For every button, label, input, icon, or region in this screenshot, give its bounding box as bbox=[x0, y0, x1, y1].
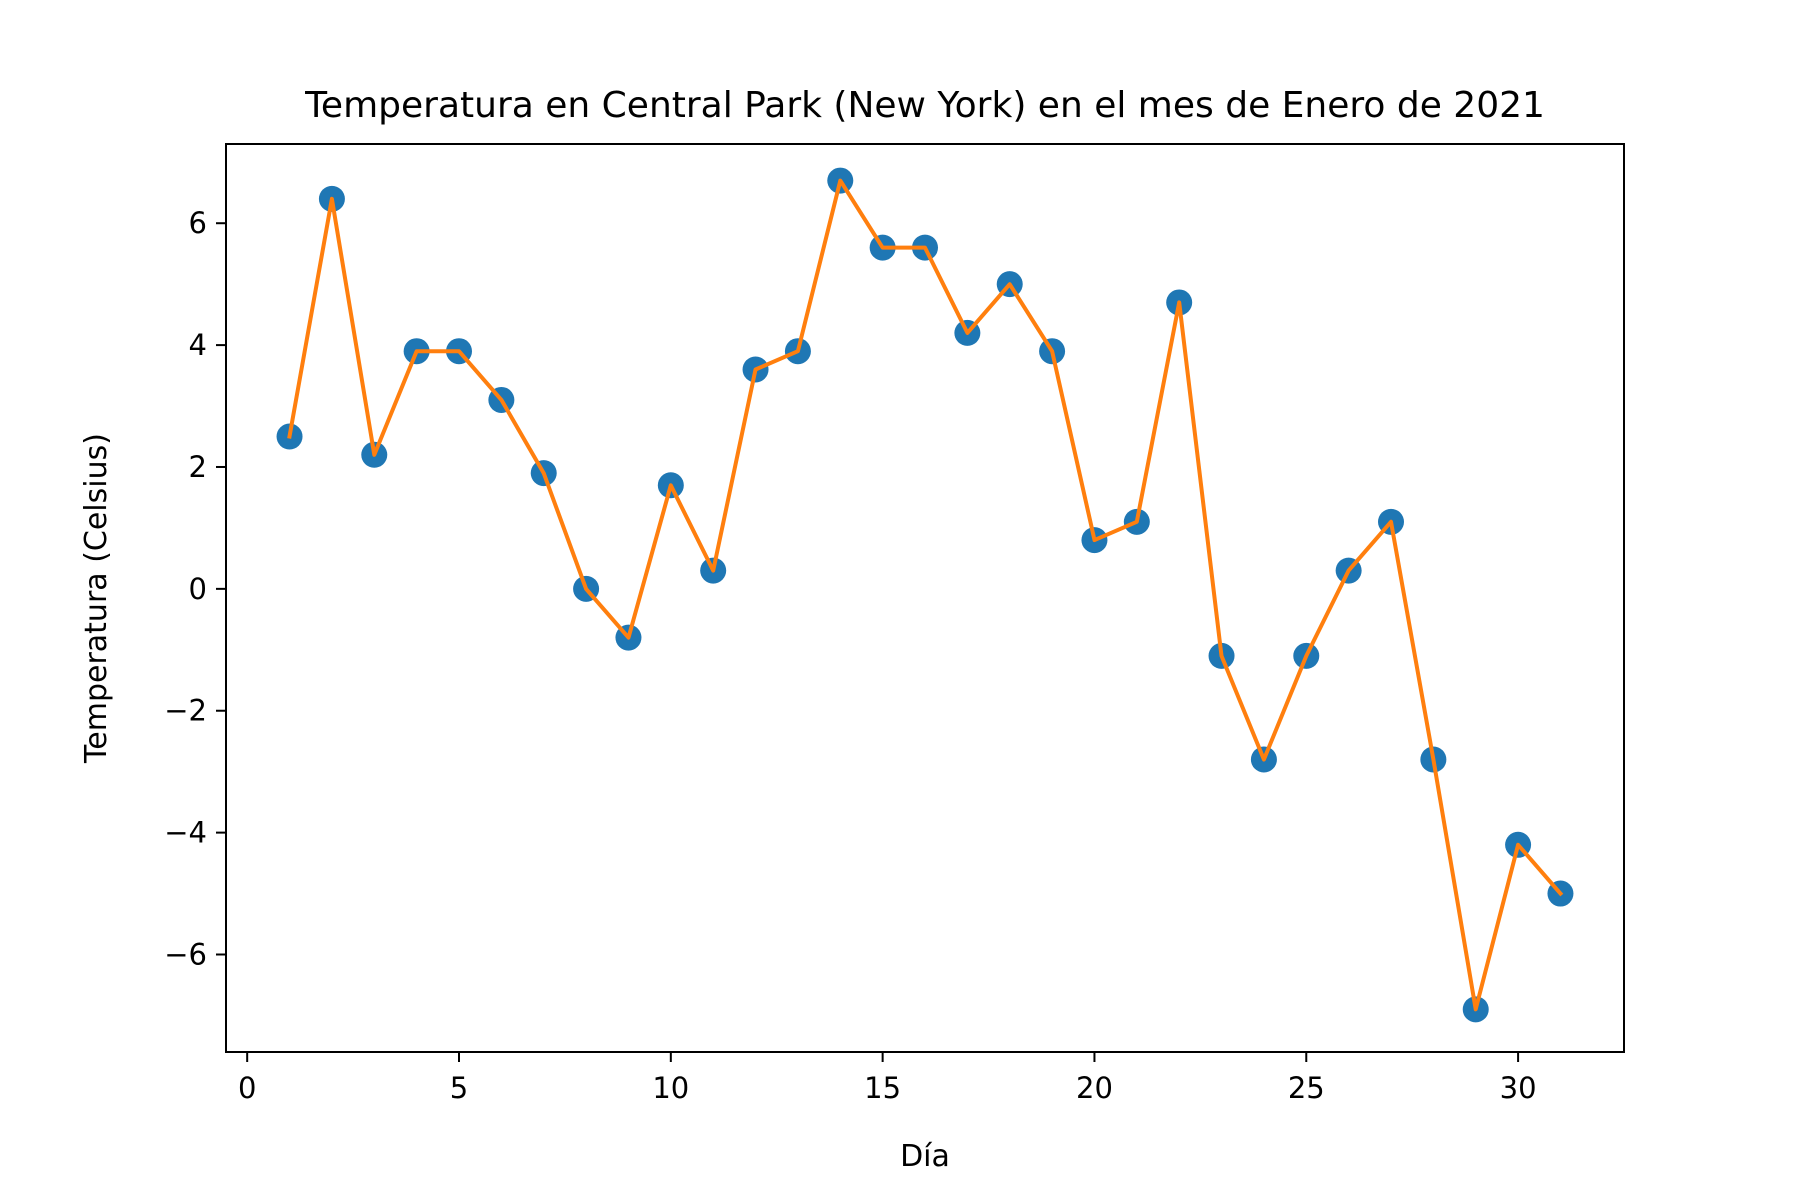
x-tick-label: 25 bbox=[1288, 1071, 1325, 1105]
y-tick-label: −6 bbox=[164, 937, 207, 971]
x-tick-label: 15 bbox=[864, 1071, 901, 1105]
chart-title: Temperatura en Central Park (New York) e… bbox=[304, 85, 1545, 126]
x-tick-label: 30 bbox=[1500, 1071, 1537, 1105]
y-tick-label: 2 bbox=[189, 450, 207, 484]
y-tick-label: 0 bbox=[189, 572, 207, 606]
y-tick-label: −2 bbox=[164, 694, 207, 728]
y-tick-label: −4 bbox=[164, 816, 207, 850]
x-tick-label: 0 bbox=[238, 1071, 256, 1105]
axes-frame bbox=[225, 143, 1625, 1053]
series-layer bbox=[276, 167, 1574, 1023]
y-axis: −6 −4 −2 0 2 4 6 bbox=[164, 206, 226, 971]
x-tick-label: 5 bbox=[450, 1071, 468, 1105]
x-axis: 0 5 10 15 20 25 30 bbox=[238, 1052, 1537, 1105]
y-tick-label: 4 bbox=[189, 328, 207, 362]
x-tick-label: 10 bbox=[652, 1071, 689, 1105]
y-tick-label: 6 bbox=[189, 206, 207, 240]
x-tick-label: 20 bbox=[1076, 1071, 1113, 1105]
x-axis-label: Día bbox=[900, 1139, 950, 1174]
series-line bbox=[287, 178, 1564, 1012]
y-axis-label: Temperatura (Celsius) bbox=[79, 433, 114, 764]
plot-area bbox=[225, 143, 1625, 1053]
